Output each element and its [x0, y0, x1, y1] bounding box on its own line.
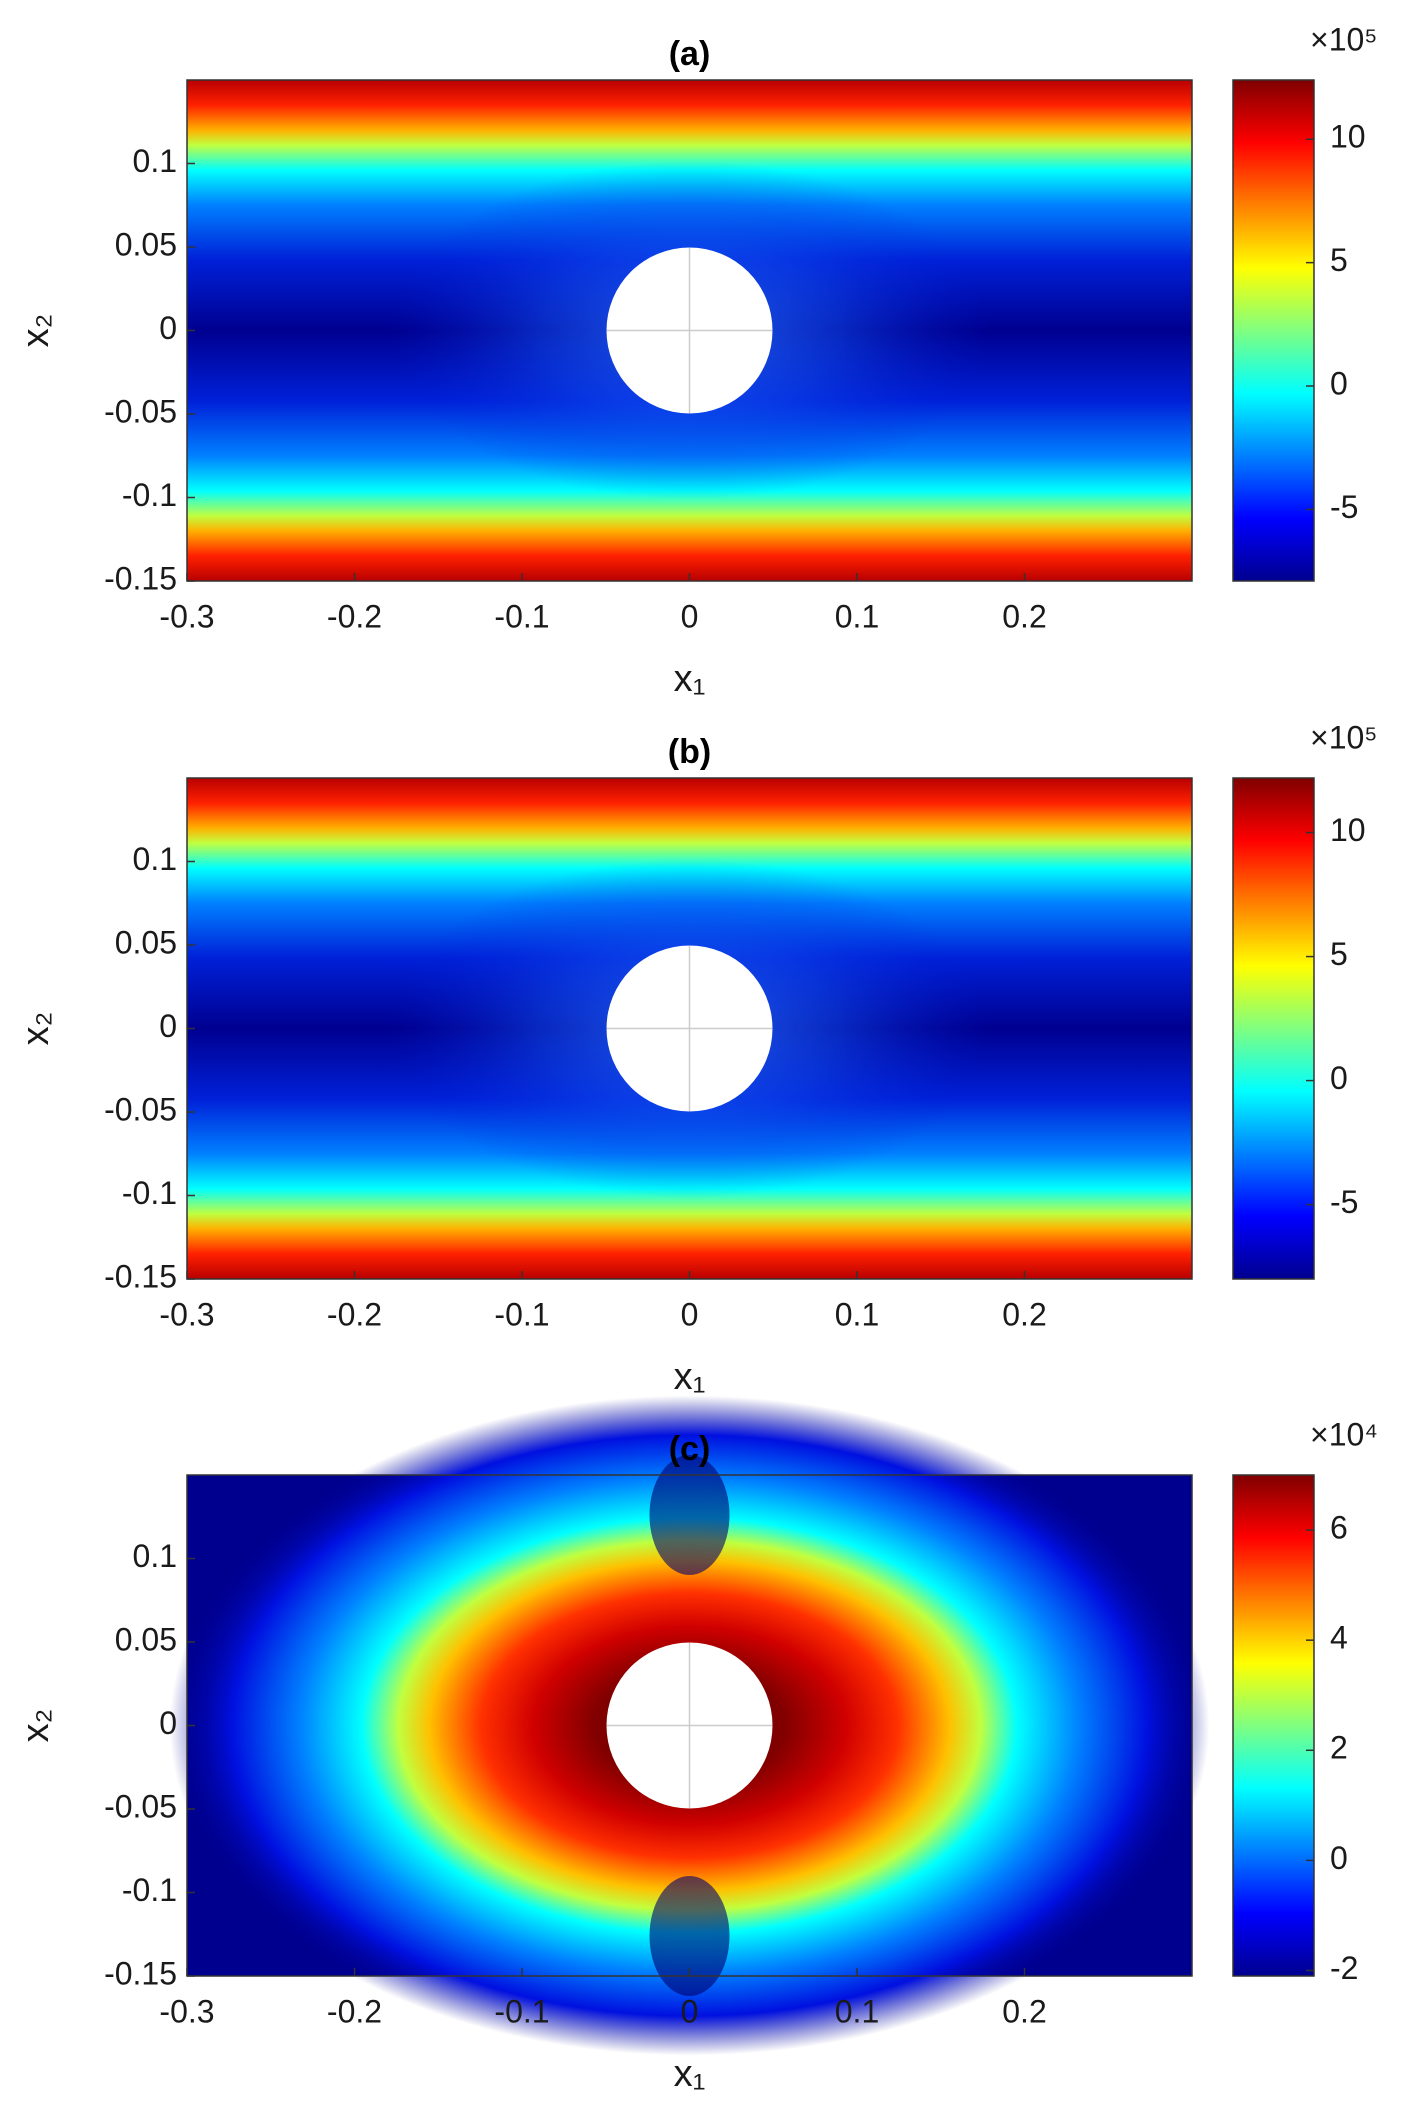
colorbar [1232, 79, 1315, 582]
chart-title: (c) [669, 1430, 711, 1468]
colorbar-tick-label: 5 [1330, 936, 1348, 972]
colorbar-tick-label: 10 [1330, 119, 1366, 155]
y-tick-label: 0.05 [115, 1621, 177, 1657]
field-notch [649, 1455, 730, 1575]
y-tick-label: 0 [159, 310, 177, 346]
colorbar-tick-label: -5 [1330, 489, 1358, 525]
x-tick-label: -0.2 [327, 1993, 382, 2029]
y-tick-label: 0.1 [133, 143, 177, 179]
x-tick-label: 0 [681, 1296, 699, 1332]
y-tick-label: -0.05 [104, 1091, 177, 1127]
colorbar-multiplier: ×10⁴ [1310, 1416, 1378, 1452]
colorbar-tick-label: 0 [1330, 1060, 1348, 1096]
y-tick-label: -0.15 [104, 1258, 177, 1294]
y-axis-label: x₂ [15, 1709, 57, 1743]
colorbar-tick-label: 2 [1330, 1730, 1348, 1766]
colorbar-tick-label: 0 [1330, 1840, 1348, 1876]
x-axis-label: x₁ [674, 658, 706, 700]
y-tick-label: -0.05 [104, 1788, 177, 1824]
y-tick-label: 0 [159, 1705, 177, 1741]
x-axis-label: x₁ [674, 1356, 706, 1398]
colorbar-tick-label: -5 [1330, 1184, 1358, 1220]
colorbar [1232, 1474, 1315, 1977]
x-tick-label: -0.3 [159, 1296, 214, 1332]
x-tick-label: 0.1 [835, 598, 879, 634]
x-tick-label: -0.2 [327, 1296, 382, 1332]
colorbar-tick-label: 10 [1330, 812, 1366, 848]
x-tick-label: -0.1 [494, 1993, 549, 2029]
x-axis-label: x₁ [674, 2053, 706, 2095]
x-tick-label: -0.3 [159, 1993, 214, 2029]
x-tick-label: -0.1 [494, 598, 549, 634]
field-notch [649, 1876, 730, 1996]
y-tick-label: -0.1 [122, 477, 177, 513]
colorbar-tick-label: 6 [1330, 1510, 1348, 1546]
colorbar-tick-label: 4 [1330, 1620, 1348, 1656]
y-tick-label: -0.1 [122, 1872, 177, 1908]
y-tick-label: -0.1 [122, 1175, 177, 1211]
y-tick-label: -0.15 [104, 1955, 177, 1991]
chart-title: (a) [669, 35, 711, 73]
colorbar [1232, 777, 1315, 1280]
x-tick-label: 0.2 [1002, 1296, 1046, 1332]
x-tick-label: 0 [681, 1993, 699, 2029]
x-tick-label: 0 [681, 598, 699, 634]
colorbar-tick-label: 0 [1330, 365, 1348, 401]
y-tick-label: 0.1 [133, 1538, 177, 1574]
x-tick-label: 0.1 [835, 1993, 879, 2029]
y-axis-label: x₂ [15, 314, 57, 348]
colorbar-multiplier: ×10⁵ [1310, 719, 1378, 755]
x-tick-label: 0.1 [835, 1296, 879, 1332]
x-tick-label: 0.2 [1002, 598, 1046, 634]
x-tick-label: -0.3 [159, 598, 214, 634]
colorbar-tick-label: -2 [1330, 1950, 1358, 1986]
y-tick-label: 0.05 [115, 924, 177, 960]
y-axis-label: x₂ [15, 1012, 57, 1046]
y-tick-label: -0.05 [104, 393, 177, 429]
y-tick-label: 0.1 [133, 841, 177, 877]
x-tick-label: -0.2 [327, 598, 382, 634]
y-tick-label: 0.05 [115, 226, 177, 262]
x-tick-label: 0.2 [1002, 1993, 1046, 2029]
y-tick-label: 0 [159, 1008, 177, 1044]
colorbar-multiplier: ×10⁵ [1310, 21, 1378, 57]
colorbar-tick-label: 5 [1330, 242, 1348, 278]
x-tick-label: -0.1 [494, 1296, 549, 1332]
chart-title: (b) [668, 733, 711, 771]
y-tick-label: -0.15 [104, 560, 177, 596]
